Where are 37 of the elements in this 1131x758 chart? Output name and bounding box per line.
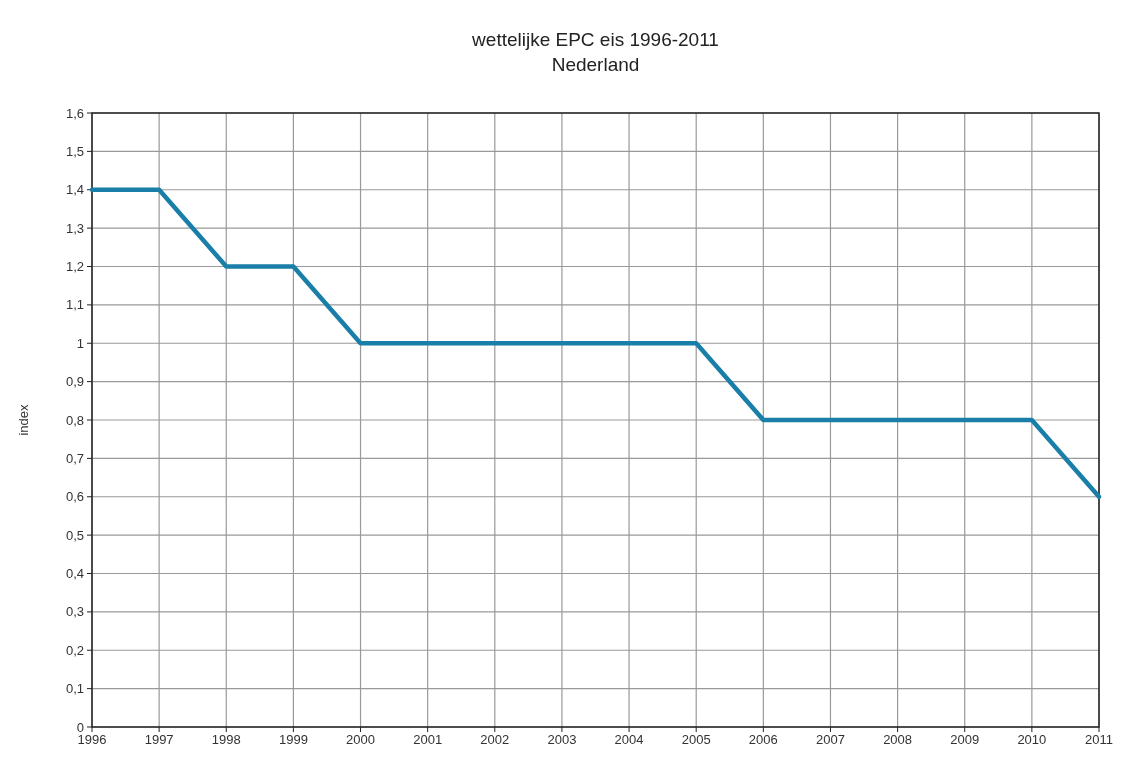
x-tick-label: 2009	[950, 732, 980, 747]
x-tick-label: 1998	[211, 732, 241, 747]
y-tick-label: 0,3	[65, 604, 84, 620]
y-tick-label: 1,3	[65, 220, 84, 236]
x-tick-label: 2004	[614, 732, 644, 747]
chart-subtitle: Nederland	[551, 54, 640, 75]
x-tick-label: 2010	[1017, 732, 1047, 747]
x-tick-label: 2008	[883, 732, 913, 747]
y-tick-label: 1,4	[65, 182, 84, 198]
x-tick-label: 2011	[1085, 732, 1113, 747]
line-series	[89, 187, 1102, 499]
y-tick-label: 1,1	[65, 297, 84, 313]
y-tick-label: 0,2	[65, 642, 84, 658]
y-tick-label: 0,7	[65, 450, 84, 466]
x-tick-label: 2001	[413, 732, 443, 747]
x-tick-label: 2002	[480, 732, 510, 747]
x-tick-label: 2000	[346, 732, 375, 747]
y-tick-label: 1	[76, 335, 84, 351]
x-tick-label: 1999	[278, 732, 308, 747]
y-tick-label: 0,9	[65, 374, 84, 390]
x-tick-label: 1996	[77, 732, 107, 747]
y-tick-label: 0,5	[65, 527, 84, 543]
y-tick-label: 0,6	[65, 489, 84, 505]
x-tick-label: 2007	[816, 732, 845, 747]
y-tick-label: 1,2	[65, 259, 84, 274]
y-tick-label: 1,5	[65, 143, 84, 159]
x-tick-label: 2005	[681, 732, 711, 747]
y-tick-label: 0	[76, 719, 84, 735]
y-axis-title: index	[16, 403, 31, 436]
y-tick-label: 0,1	[65, 681, 84, 697]
y-tick-label: 1,6	[65, 105, 84, 121]
x-tick-label: 2003	[547, 732, 577, 747]
chart-title: wettelijke EPC eis 1996-2011	[471, 29, 719, 50]
y-tick-label: 0,8	[65, 412, 84, 428]
y-tick-label: 0,4	[65, 566, 84, 581]
x-tick-label: 2006	[748, 732, 778, 747]
x-tick-label: 1997	[144, 732, 174, 747]
